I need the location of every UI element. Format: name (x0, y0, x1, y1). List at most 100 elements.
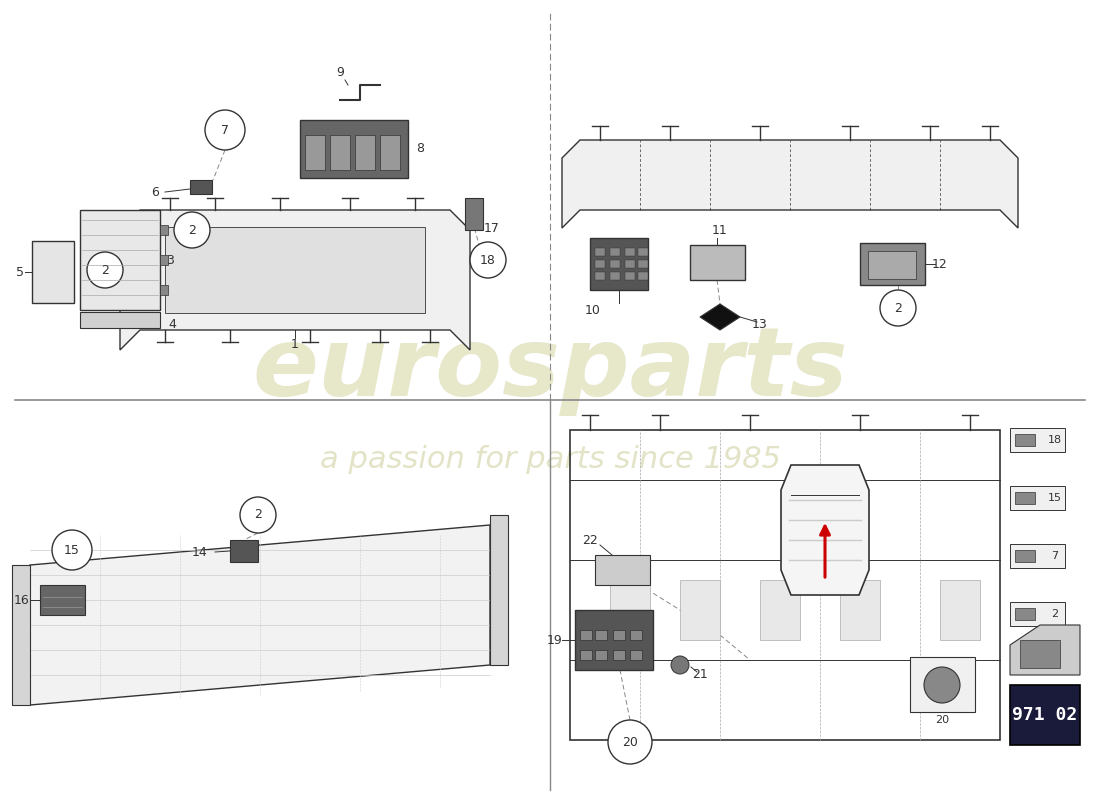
Bar (355, 135, 375, 170)
Bar (160, 285, 168, 295)
Text: 18: 18 (480, 254, 496, 266)
Circle shape (174, 212, 210, 248)
Circle shape (470, 242, 506, 278)
Bar (1015, 550, 1035, 562)
Bar (1010, 544, 1065, 568)
Polygon shape (1010, 685, 1080, 745)
Bar (595, 630, 607, 640)
Text: 6: 6 (151, 186, 158, 198)
Bar (570, 430, 1000, 740)
Bar (595, 555, 650, 585)
Text: 4: 4 (168, 318, 176, 330)
Bar (12, 565, 30, 705)
Bar (625, 272, 635, 280)
Text: 2: 2 (188, 223, 196, 237)
Bar (638, 260, 648, 268)
Text: 7: 7 (1052, 551, 1058, 561)
Bar (1010, 428, 1065, 452)
Polygon shape (700, 304, 740, 330)
Text: 971 02: 971 02 (1012, 706, 1078, 724)
Bar (595, 650, 607, 660)
Text: 9: 9 (337, 66, 344, 79)
Bar (465, 198, 483, 230)
Text: 15: 15 (1048, 493, 1062, 503)
Bar (580, 630, 592, 640)
Text: 7: 7 (221, 123, 229, 137)
Bar (625, 248, 635, 256)
Text: 15: 15 (64, 543, 80, 557)
Circle shape (240, 497, 276, 533)
Bar (630, 630, 642, 640)
Circle shape (608, 720, 652, 764)
Bar (1010, 486, 1065, 510)
Bar (595, 248, 605, 256)
Bar (305, 135, 324, 170)
Bar (910, 657, 975, 712)
Polygon shape (781, 465, 869, 595)
Bar (680, 580, 720, 640)
Polygon shape (1010, 625, 1080, 675)
Bar (1020, 640, 1060, 668)
Bar (80, 210, 160, 310)
Bar (230, 540, 258, 562)
Text: 3: 3 (166, 254, 174, 266)
Text: 5: 5 (16, 266, 24, 278)
Bar (638, 272, 648, 280)
Bar (613, 630, 625, 640)
Bar (300, 120, 408, 178)
Text: 2: 2 (894, 302, 902, 314)
Bar (840, 580, 880, 640)
Text: 20: 20 (935, 715, 949, 725)
Text: 10: 10 (585, 303, 601, 317)
Bar (868, 251, 916, 279)
Circle shape (87, 252, 123, 288)
Bar (613, 650, 625, 660)
Bar (590, 238, 648, 290)
Text: 2: 2 (254, 509, 262, 522)
Bar (690, 245, 745, 280)
Circle shape (671, 656, 689, 674)
Bar (595, 272, 605, 280)
Text: 20: 20 (623, 735, 638, 749)
Bar (330, 135, 350, 170)
Bar (638, 248, 648, 256)
Text: 17: 17 (484, 222, 499, 234)
Bar (80, 312, 160, 328)
Text: 19: 19 (547, 634, 563, 646)
Bar (190, 180, 212, 194)
Bar (490, 515, 508, 665)
Text: 14: 14 (192, 546, 208, 558)
Polygon shape (120, 210, 470, 350)
Circle shape (924, 667, 960, 703)
Text: 16: 16 (14, 594, 30, 606)
Text: 21: 21 (692, 669, 708, 682)
Bar (580, 650, 592, 660)
Text: 12: 12 (932, 258, 948, 270)
Bar (610, 272, 620, 280)
Bar (625, 260, 635, 268)
Text: 2: 2 (1052, 609, 1058, 619)
Bar (160, 225, 168, 235)
Polygon shape (562, 140, 1018, 228)
Text: 11: 11 (712, 223, 728, 237)
Bar (940, 580, 980, 640)
Bar (610, 580, 650, 640)
Text: eurosparts: eurosparts (252, 323, 848, 417)
Bar (760, 580, 800, 640)
Bar (575, 610, 653, 670)
Bar (630, 650, 642, 660)
Text: 8: 8 (416, 142, 424, 155)
Bar (1010, 602, 1065, 626)
Bar (165, 227, 425, 313)
Text: 1: 1 (292, 338, 299, 351)
Bar (1015, 608, 1035, 620)
Bar (610, 248, 620, 256)
Bar (379, 135, 400, 170)
Text: a passion for parts since 1985: a passion for parts since 1985 (319, 446, 781, 474)
Bar (160, 255, 168, 265)
Text: 22: 22 (582, 534, 598, 546)
Bar (1015, 434, 1035, 446)
Bar (40, 585, 85, 615)
Circle shape (205, 110, 245, 150)
Text: 2: 2 (101, 263, 109, 277)
